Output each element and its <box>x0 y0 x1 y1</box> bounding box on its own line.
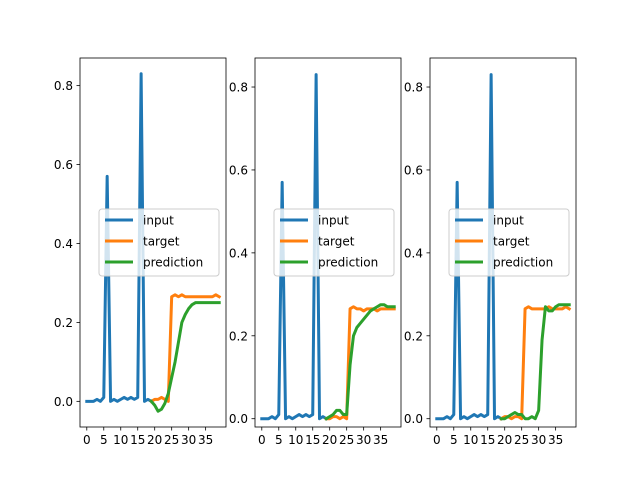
y-tick-label: 0.4 <box>54 237 73 251</box>
x-tick-label: 30 <box>531 433 546 447</box>
x-tick-label: 20 <box>322 433 337 447</box>
series-line-prediction <box>499 303 571 421</box>
x-tick-label: 5 <box>100 433 108 447</box>
x-tick-label: 10 <box>463 433 478 447</box>
x-tick-label: 0 <box>83 433 91 447</box>
x-tick-label: 15 <box>130 433 145 447</box>
x-tick-label: 35 <box>548 433 563 447</box>
y-tick-label: 0.8 <box>54 79 73 93</box>
legend-label-prediction: prediction <box>493 256 553 270</box>
legend-label-input: input <box>318 214 349 228</box>
x-tick-label: 0 <box>433 433 441 447</box>
x-tick-label: 30 <box>181 433 196 447</box>
y-tick-label: 0.0 <box>229 412 248 426</box>
series-line-target <box>149 293 222 404</box>
x-tick-label: 35 <box>373 433 388 447</box>
series-line-prediction <box>324 303 396 421</box>
x-tick-label: 30 <box>356 433 371 447</box>
y-tick-label: 0.4 <box>229 246 248 260</box>
y-tick-label: 0.8 <box>404 81 423 95</box>
legend-label-input: input <box>143 214 174 228</box>
y-tick-label: 0.6 <box>404 163 423 177</box>
y-tick-label: 0.8 <box>229 81 248 95</box>
x-tick-label: 25 <box>514 433 529 447</box>
y-tick-label: 0.2 <box>404 329 423 343</box>
x-tick-label: 0 <box>258 433 266 447</box>
y-tick-label: 0.2 <box>229 329 248 343</box>
legend-label-target: target <box>493 235 530 249</box>
legend-box <box>98 208 220 277</box>
y-tick-label: 0.6 <box>54 158 73 172</box>
y-tick-label: 0.4 <box>404 246 423 260</box>
x-tick-label: 25 <box>339 433 354 447</box>
legend: input target prediction <box>448 208 570 277</box>
subplot-1: 0 5 10 15 20 25 30 35 0.0 0.2 0.4 0.6 0.8 input target… <box>54 57 227 447</box>
series-line-target <box>499 305 572 421</box>
y-tick-label: 0.6 <box>229 163 248 177</box>
y-tick-label: 0.0 <box>54 395 73 409</box>
x-tick-label: 10 <box>113 433 128 447</box>
legend-label-input: input <box>493 214 524 228</box>
legend-label-prediction: prediction <box>318 256 378 270</box>
legend-label-target: target <box>143 235 180 249</box>
series-line-prediction <box>149 301 221 413</box>
y-tick-label: 0.0 <box>404 412 423 426</box>
axes-frame <box>254 57 402 428</box>
x-tick-label: 10 <box>288 433 303 447</box>
axes-frame <box>79 57 227 428</box>
legend-label-target: target <box>318 235 355 249</box>
x-tick-label: 5 <box>450 433 458 447</box>
series-line-target <box>324 305 396 421</box>
series-line-input <box>85 72 154 404</box>
x-tick-label: 15 <box>305 433 320 447</box>
x-tick-label: 35 <box>198 433 213 447</box>
legend-box <box>273 208 395 277</box>
subplot-2: 0 5 10 15 20 25 30 35 0.0 0.2 0.4 0.6 0.8 input target… <box>229 57 402 447</box>
x-tick-label: 5 <box>275 433 283 447</box>
legend: input target prediction <box>98 208 220 277</box>
x-tick-label: 20 <box>147 433 162 447</box>
legend: input target prediction <box>273 208 395 277</box>
legend-box <box>448 208 570 277</box>
axes-frame <box>429 57 577 428</box>
series-line-input <box>260 73 329 421</box>
y-tick-label: 0.2 <box>54 316 73 330</box>
legend-label-prediction: prediction <box>143 256 203 270</box>
series-line-input <box>435 73 504 421</box>
x-tick-label: 20 <box>497 433 512 447</box>
subplot-3: 0 5 10 15 20 25 30 35 0.0 0.2 0.4 0.6 0.8 input target… <box>404 57 577 447</box>
x-tick-label: 15 <box>480 433 495 447</box>
x-tick-label: 25 <box>164 433 179 447</box>
